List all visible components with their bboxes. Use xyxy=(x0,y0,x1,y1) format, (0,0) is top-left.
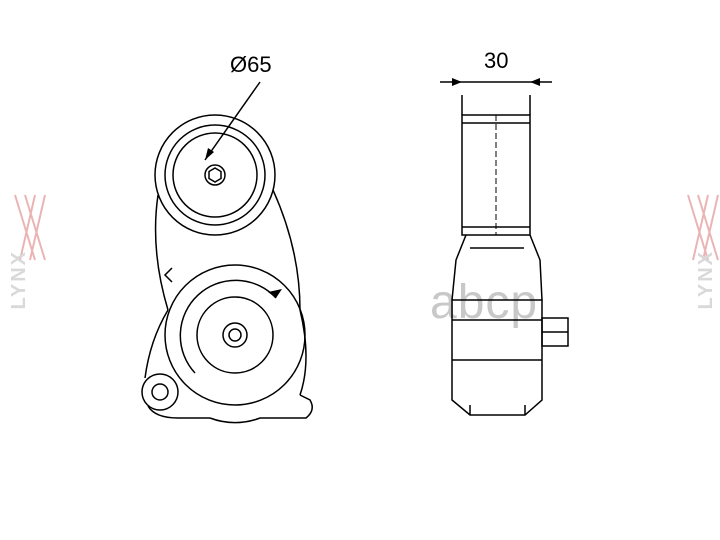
technical-drawing xyxy=(0,0,720,540)
diameter-leader xyxy=(205,82,260,160)
dimension-30 xyxy=(440,78,552,115)
front-view xyxy=(142,115,312,423)
side-view xyxy=(452,115,568,415)
drawing-canvas: LYNX LYNX abcp Ø65 30 xyxy=(0,0,720,540)
